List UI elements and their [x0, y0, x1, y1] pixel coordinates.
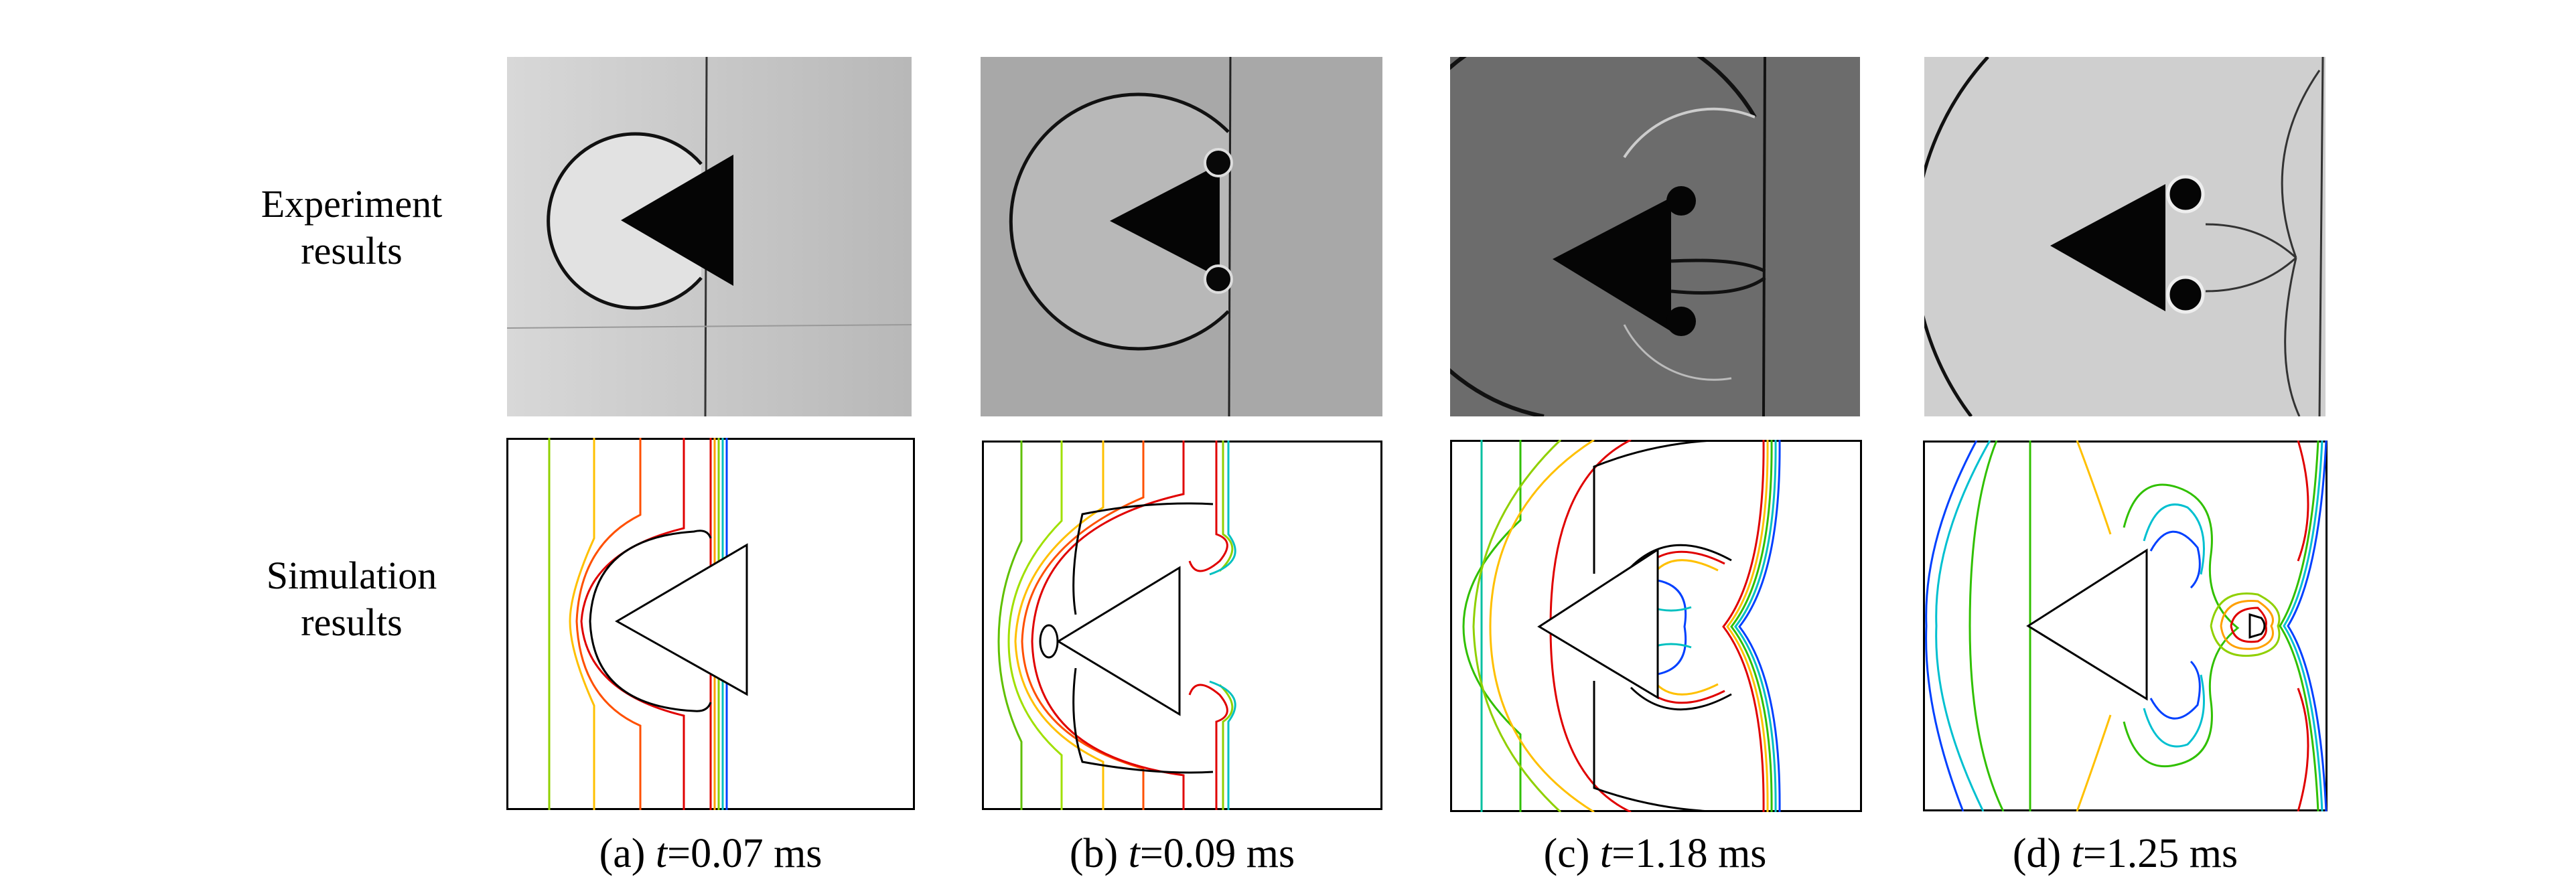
caption-variable: t: [655, 831, 668, 876]
experiment-photo-c: [1450, 57, 1860, 416]
experiment-photo-b: [981, 57, 1382, 416]
caption-d: (d) t=1.25 ms: [1891, 830, 2360, 877]
caption-value: =1.25 ms: [2082, 831, 2238, 876]
experiment-photo-a: [507, 57, 912, 416]
row-label-line: results: [301, 601, 403, 644]
caption-value: =0.07 ms: [667, 831, 822, 876]
row-label-experiment: Experiment results: [184, 181, 519, 274]
simulation-contour-c: [1450, 440, 1862, 812]
experiment-photo-d: [1924, 57, 2325, 416]
row-label-line: results: [301, 229, 403, 272]
caption-letter: (b): [1069, 831, 1119, 876]
simulation-contour-b: [982, 441, 1382, 810]
caption-variable: t: [1128, 831, 1140, 876]
caption-value: =1.18 ms: [1612, 831, 1767, 876]
caption-b: (b) t=0.09 ms: [948, 830, 1417, 877]
row-label-simulation: Simulation results: [184, 552, 519, 646]
simulation-contour-d: [1923, 441, 2328, 811]
caption-a: (a) t=0.07 ms: [476, 830, 945, 877]
caption-letter: (d): [2012, 831, 2062, 876]
row-label-line: Simulation: [266, 554, 437, 597]
simulation-contour-a: [506, 438, 915, 810]
caption-variable: t: [1599, 831, 1612, 876]
caption-value: =0.09 ms: [1139, 831, 1295, 876]
caption-letter: (c): [1543, 831, 1590, 876]
caption-letter: (a): [599, 831, 646, 876]
caption-c: (c) t=1.18 ms: [1421, 830, 1889, 877]
row-label-line: Experiment: [261, 182, 443, 226]
caption-variable: t: [2071, 831, 2083, 876]
